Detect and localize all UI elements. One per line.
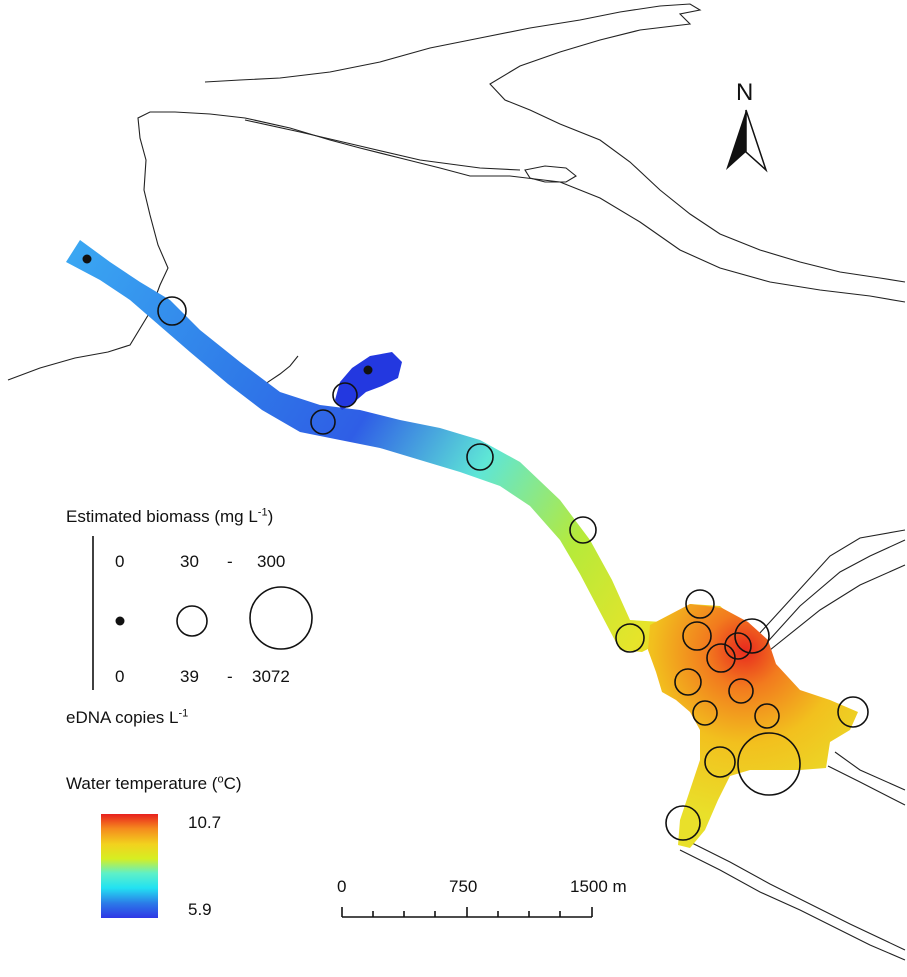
edna-legend-title: eDNA copies L-1 — [66, 707, 189, 727]
edna-value-high: 3072 — [252, 667, 290, 686]
sample-circle — [737, 732, 801, 796]
sample-circle — [692, 700, 718, 726]
sample-circle — [685, 589, 715, 619]
biomass-value-low: 30 — [180, 552, 199, 571]
river-temperature-surface — [66, 240, 858, 848]
harbour-basin — [648, 604, 858, 848]
sample-circle — [466, 443, 494, 471]
sample-circle — [674, 668, 702, 696]
legend-large-circle — [249, 586, 313, 650]
biomass-value-dash: - — [227, 552, 233, 571]
sample-markers — [82, 254, 869, 841]
legend-small-circle — [176, 605, 208, 637]
sample-circle — [310, 409, 336, 435]
sample-dot — [82, 254, 92, 264]
edna-value-min: 0 — [115, 667, 125, 686]
scale-label-750: 750 — [449, 877, 478, 896]
north-label: N — [736, 79, 754, 106]
temperature-color-ramp — [101, 814, 158, 918]
coastline-north — [204, 3, 906, 283]
north-arrow-icon — [726, 109, 768, 173]
canal-south-2 — [689, 841, 906, 951]
sample-circle — [682, 621, 712, 651]
legend-dot-symbol — [115, 616, 125, 626]
sample-circle — [157, 296, 187, 326]
edna-value-dash: - — [227, 667, 233, 686]
biomass-value-min: 0 — [115, 552, 125, 571]
sample-circle — [728, 678, 754, 704]
canal-east-lower-2 — [827, 765, 906, 806]
river-island — [524, 165, 577, 183]
sample-circle — [332, 382, 358, 408]
biomass-value-high: 300 — [257, 552, 286, 571]
temperature-min-label: 5.9 — [188, 900, 212, 919]
river-side-lagoon — [335, 352, 402, 410]
sample-circle — [615, 623, 645, 653]
sample-circle — [734, 618, 770, 654]
temperature-legend-title: Water temperature (oC) — [66, 773, 242, 793]
biomass-legend-title: Estimated biomass (mg L-1) — [66, 506, 274, 526]
scale-bar-graphics — [341, 907, 593, 918]
sample-circle — [706, 643, 736, 673]
canal-east-upper-2 — [761, 539, 906, 649]
scale-label-1500: 1500 m — [570, 877, 627, 896]
river-inner-bank — [244, 119, 521, 171]
sample-circle — [569, 516, 597, 544]
sample-circle — [665, 805, 701, 841]
sample-circle — [754, 703, 780, 729]
canal-east-upper — [747, 529, 906, 647]
sample-dot — [363, 365, 373, 375]
temperature-max-label: 10.7 — [188, 813, 222, 832]
sample-circle — [724, 632, 752, 660]
edna-value-low: 39 — [180, 667, 199, 686]
canal-east-lower — [834, 751, 906, 791]
canal-east-upper-3 — [769, 564, 906, 651]
canal-south — [679, 849, 906, 961]
sample-circle — [837, 696, 869, 728]
river-main-channel — [66, 240, 740, 652]
coastline-west — [7, 111, 906, 381]
scale-label-0: 0 — [337, 877, 347, 896]
biomass-legend-graphics — [92, 536, 313, 690]
sample-circle — [704, 746, 736, 778]
